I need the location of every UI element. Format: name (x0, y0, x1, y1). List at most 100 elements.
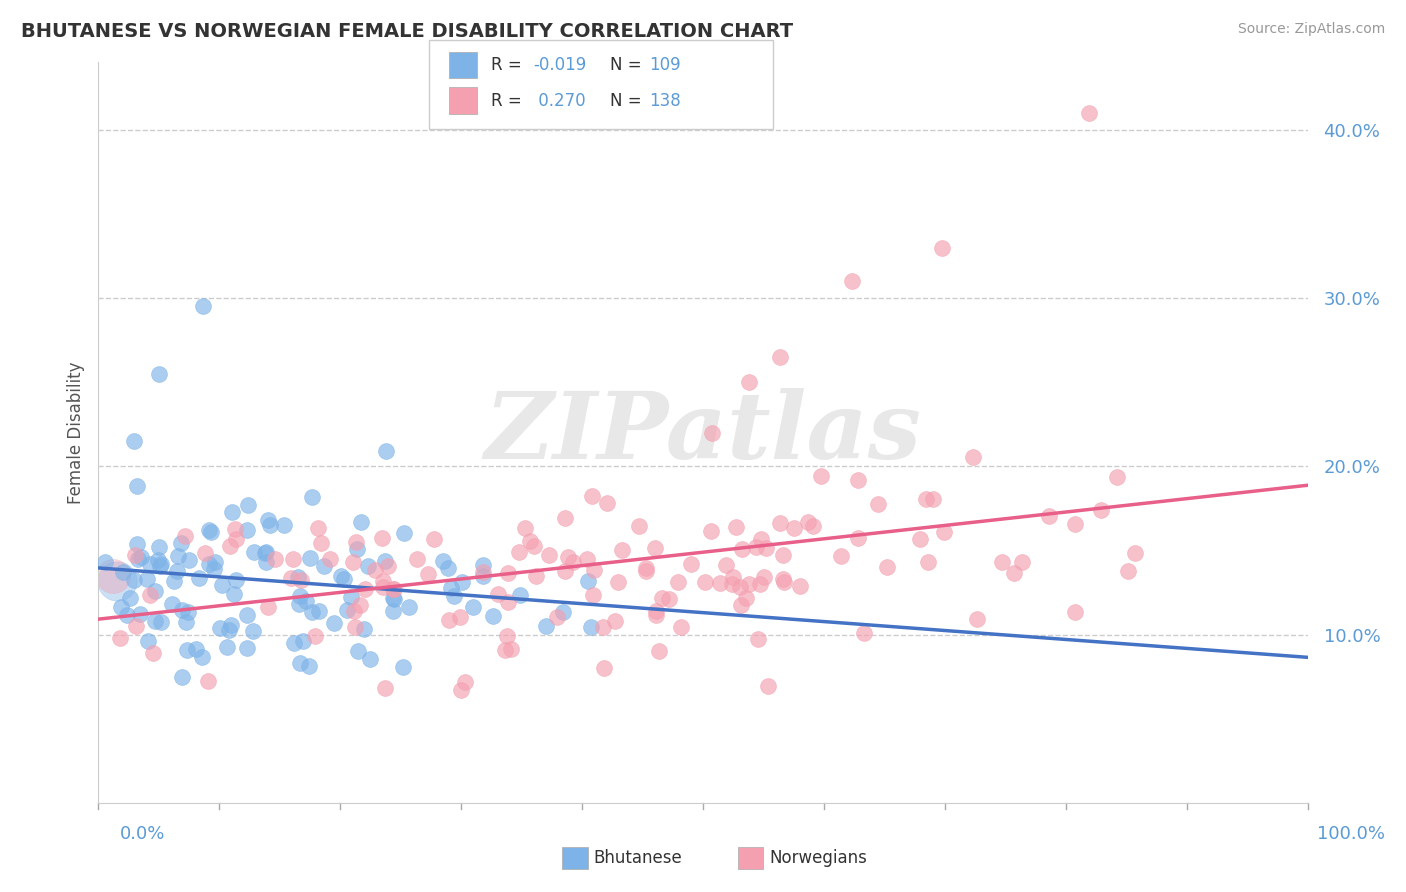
Point (966, 612, 988, 626)
Point (744, 540, 766, 554)
Point (917, 555, 939, 569)
Point (406, 551, 429, 566)
Point (700, 425, 723, 440)
Point (658, 591, 681, 606)
Point (627, 519, 650, 533)
Point (700, 524, 723, 538)
Point (217, 640, 239, 654)
Point (218, 623, 240, 637)
Point (169, 536, 191, 550)
Point (910, 532, 932, 546)
Point (235, 607, 257, 622)
Point (443, 590, 465, 604)
Point (200, 525, 222, 540)
Text: R =: R = (491, 56, 527, 74)
Point (747, 632, 769, 646)
Point (398, 599, 420, 614)
Point (138, 588, 160, 602)
Point (1123, 546, 1146, 560)
Point (634, 560, 657, 574)
Point (931, 240, 953, 255)
Point (436, 561, 458, 575)
Point (377, 559, 399, 574)
Point (143, 614, 166, 628)
Point (111, 565, 134, 579)
Point (772, 548, 794, 562)
Point (561, 555, 583, 569)
Point (149, 557, 172, 571)
Point (534, 619, 557, 633)
Point (256, 513, 278, 527)
Point (554, 565, 576, 579)
Point (364, 563, 387, 577)
Point (197, 558, 219, 572)
Point (471, 558, 494, 572)
Point (810, 469, 832, 483)
Point (330, 569, 353, 583)
Point (1116, 564, 1139, 578)
Point (373, 580, 395, 594)
Point (392, 660, 415, 674)
Point (108, 632, 131, 646)
Point (738, 375, 761, 389)
Point (163, 574, 186, 588)
Point (749, 532, 772, 546)
Point (148, 367, 170, 381)
Point (546, 610, 568, 624)
Point (553, 605, 575, 619)
Point (346, 534, 368, 549)
Point (172, 670, 194, 684)
Point (508, 545, 530, 559)
Point (136, 572, 159, 586)
Point (783, 521, 806, 535)
Point (748, 576, 770, 591)
Point (991, 555, 1014, 569)
Point (236, 498, 259, 512)
Text: N =: N = (610, 56, 647, 74)
Point (359, 652, 381, 666)
Point (127, 537, 149, 551)
Point (283, 635, 305, 649)
Point (307, 521, 329, 535)
Point (125, 618, 148, 632)
Point (596, 496, 619, 510)
Point (382, 591, 405, 606)
Point (538, 549, 561, 563)
Point (222, 587, 245, 601)
Text: 100.0%: 100.0% (1317, 825, 1385, 843)
Text: Source: ZipAtlas.com: Source: ZipAtlas.com (1237, 22, 1385, 37)
Point (243, 545, 266, 559)
Point (481, 609, 503, 624)
Point (191, 300, 214, 314)
Point (342, 555, 364, 569)
Point (374, 681, 396, 696)
Point (513, 521, 536, 535)
Point (211, 578, 233, 592)
Point (1078, 106, 1101, 120)
Point (257, 599, 280, 614)
Point (1105, 470, 1128, 484)
Point (225, 533, 247, 547)
Point (319, 551, 342, 566)
Text: Norwegians: Norwegians (769, 849, 868, 867)
Point (681, 557, 703, 571)
Point (496, 594, 519, 608)
Point (922, 491, 945, 506)
Point (291, 633, 314, 648)
Point (593, 661, 616, 675)
Point (382, 582, 405, 597)
Point (768, 516, 790, 531)
Point (115, 608, 138, 623)
Point (526, 568, 548, 582)
Point (721, 570, 744, 584)
Point (311, 536, 333, 550)
Point (728, 580, 751, 594)
Point (501, 642, 523, 657)
Point (582, 588, 605, 602)
Point (554, 511, 576, 525)
Point (167, 549, 190, 563)
Point (451, 574, 474, 589)
Point (381, 582, 404, 596)
Point (166, 564, 188, 578)
Point (576, 552, 599, 566)
